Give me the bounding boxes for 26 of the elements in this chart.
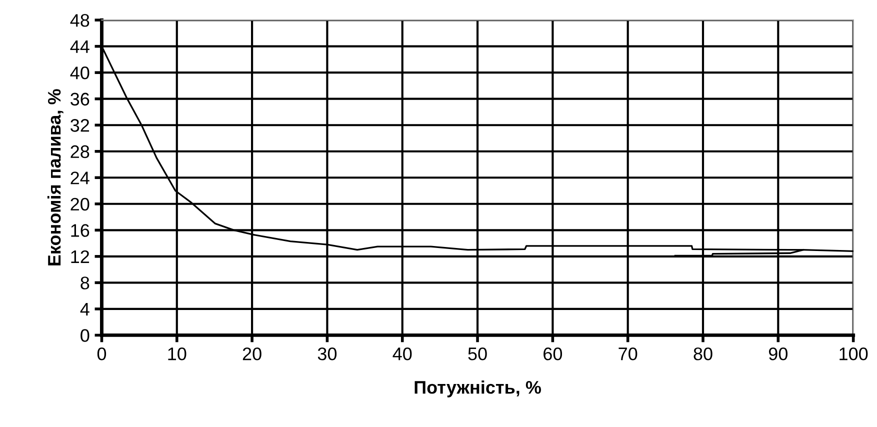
y-tick-label: 40 (70, 66, 90, 80)
x-tick-label: 0 (97, 347, 106, 360)
y-tick-label: 0 (80, 329, 90, 342)
x-tick-label: 40 (392, 347, 412, 360)
x-axis-title: Потужність, % (414, 380, 542, 398)
x-tick-label: 80 (694, 347, 712, 360)
y-tick-label: 24 (70, 172, 90, 184)
y-tick-label: 28 (70, 145, 90, 158)
y-axis-title: Економія палива, % (47, 89, 64, 266)
y-tick-label: 44 (70, 40, 90, 53)
x-tick-label: 10 (168, 347, 186, 360)
x-tick-label: 50 (468, 347, 487, 360)
y-tick-label: 20 (70, 198, 90, 211)
y-tick-label: 4 (80, 303, 90, 316)
y-tick-label: 32 (70, 119, 90, 132)
y-tick-label: 12 (71, 250, 90, 263)
x-tick-label: 20 (242, 347, 262, 360)
x-tick-label: 100 (840, 347, 868, 360)
x-tick-label: 60 (544, 347, 562, 360)
y-tick-label: 16 (71, 224, 90, 237)
x-tick-label: 70 (618, 347, 638, 360)
y-tick-label: 8 (80, 276, 90, 290)
x-tick-label: 90 (768, 347, 788, 360)
y-tick-label: 36 (70, 92, 90, 106)
y-tick-label: 48 (70, 14, 90, 27)
x-tick-label: 30 (318, 347, 337, 360)
